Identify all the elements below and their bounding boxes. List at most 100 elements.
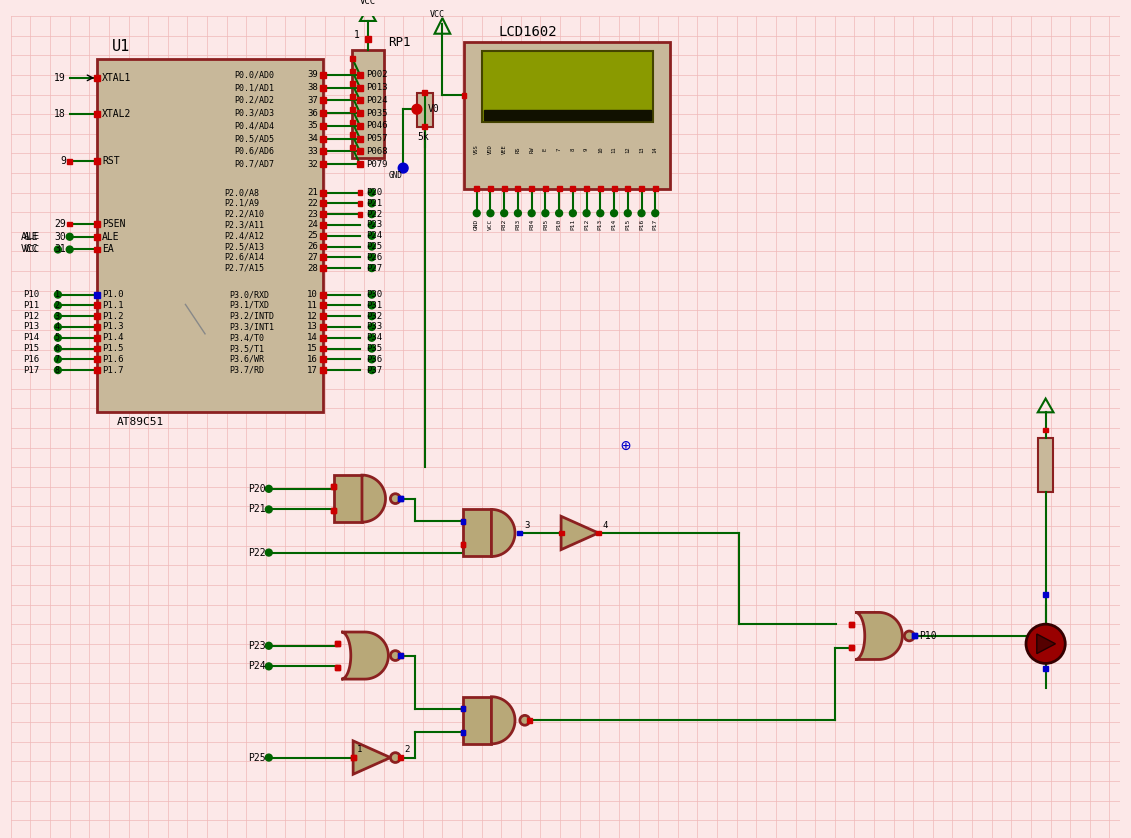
Text: P22: P22 [366,210,382,219]
Text: P1.4: P1.4 [102,334,123,342]
Bar [357,85,363,91]
Bar [417,92,432,127]
Circle shape [1026,624,1065,664]
Circle shape [542,210,549,217]
Text: P0.5/AD5: P0.5/AD5 [234,134,275,143]
Text: P84: P84 [529,219,534,230]
Text: 9: 9 [584,147,589,151]
Bar [422,91,428,95]
Bar [320,303,326,308]
Circle shape [528,210,535,217]
Text: 10: 10 [308,290,318,299]
Text: P3.3/INT1: P3.3/INT1 [230,323,275,332]
Text: 32: 32 [308,160,318,168]
Bar [320,356,326,362]
Text: P1.3: P1.3 [102,323,123,332]
Text: 29: 29 [54,219,66,229]
Text: P32: P32 [366,312,382,321]
Bar [320,161,326,167]
Text: 8: 8 [570,147,576,151]
Bar [849,622,854,627]
Bar [460,730,466,735]
Circle shape [584,210,590,217]
Bar [67,158,72,163]
Text: P10: P10 [920,631,936,641]
Bar [653,186,658,191]
Bar [460,542,466,547]
Text: P035: P035 [366,109,388,117]
Bar [335,665,340,670]
Text: GND: GND [474,219,480,230]
Bar [320,148,326,154]
Bar [422,124,428,129]
Circle shape [54,291,61,298]
Bar [320,244,326,250]
Bar [320,367,326,373]
Text: P15: P15 [625,219,630,230]
Circle shape [398,163,408,173]
Text: P1.6: P1.6 [102,354,123,364]
Text: 4: 4 [55,323,60,332]
Bar [570,186,576,191]
Text: PSEN: PSEN [102,219,126,229]
Circle shape [54,302,61,309]
Bar [349,145,355,150]
Bar [460,706,466,711]
Text: P11: P11 [570,219,576,230]
Text: 2: 2 [404,745,409,754]
Bar [529,186,534,191]
Text: 6: 6 [55,344,60,353]
Circle shape [67,246,74,253]
Text: P26: P26 [366,253,382,261]
Bar [67,221,72,226]
Text: V0: V0 [428,104,440,114]
Text: 10: 10 [598,146,603,153]
Text: 5k: 5k [417,132,429,142]
Circle shape [54,334,61,341]
Bar [94,303,100,308]
Text: P10: P10 [556,219,562,230]
Text: P17: P17 [653,219,658,230]
Text: P21: P21 [248,504,266,515]
Bar [849,622,854,627]
Bar [320,324,326,330]
Bar [94,313,100,319]
Bar [335,641,340,646]
Text: VCC: VCC [24,245,40,254]
Bar [625,186,630,191]
Bar [320,111,326,116]
Bar [320,255,326,261]
Text: P1.0: P1.0 [102,290,123,299]
Text: 23: 23 [308,210,318,219]
Text: 11: 11 [612,146,616,153]
Text: P2.7/A15: P2.7/A15 [225,264,265,272]
Text: LCD1602: LCD1602 [499,25,556,39]
Circle shape [369,345,375,352]
Polygon shape [1037,634,1055,654]
Text: VCC: VCC [360,0,377,6]
Bar [320,292,326,297]
Text: P24: P24 [248,661,266,671]
Text: VEE: VEE [502,145,507,154]
Text: P16: P16 [639,219,644,230]
Text: 27: 27 [308,253,318,261]
Bar [460,519,466,524]
Circle shape [369,210,375,218]
Text: RST: RST [102,156,120,166]
Bar [320,72,326,78]
Text: EA: EA [102,245,114,255]
Bar [94,345,100,351]
Polygon shape [561,516,598,550]
Text: 21: 21 [308,188,318,197]
Bar [464,42,670,189]
Text: VCC: VCC [20,245,38,255]
Bar [357,201,362,206]
Text: P2.4/A12: P2.4/A12 [225,231,265,241]
Bar [331,484,336,489]
Text: P2.2/A10: P2.2/A10 [225,210,265,219]
Circle shape [369,254,375,261]
Bar [474,186,480,191]
Bar [97,59,322,412]
Text: ALE: ALE [20,232,38,241]
Text: P82: P82 [502,219,507,230]
